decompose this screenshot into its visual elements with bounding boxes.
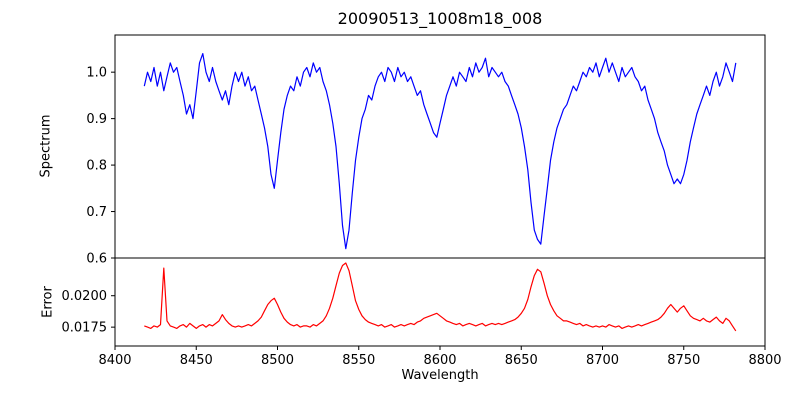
y-axis-label-spectrum: Spectrum (38, 114, 54, 178)
spectrum-y-tick-label: 0.8 (86, 159, 107, 174)
spectrum-y-tick-label: 0.7 (86, 205, 107, 220)
spectrum-y-tick-label: 1.0 (86, 66, 107, 81)
error-y-tick-label: 0.0200 (62, 289, 108, 304)
error-y-tick-label: 0.0175 (62, 321, 108, 336)
x-tick-label: 8800 (748, 353, 781, 368)
chart-title: 20090513_1008m18_008 (337, 9, 543, 28)
x-tick-label: 8400 (98, 353, 131, 368)
spectrum-y-tick-label: 0.9 (86, 112, 107, 127)
x-tick-label: 8600 (423, 353, 456, 368)
y-axis-label-error: Error (40, 286, 56, 318)
x-tick-label: 8550 (342, 353, 375, 368)
x-tick-label: 8450 (180, 353, 213, 368)
spectrum-y-tick-label: 0.6 (86, 252, 107, 267)
spectrum-line (143, 52, 737, 250)
x-axis-label: Wavelength (401, 368, 479, 383)
x-tick-label: 8700 (586, 353, 619, 368)
x-tick-label: 8750 (667, 353, 700, 368)
x-tick-label: 8500 (261, 353, 294, 368)
error-panel (114, 257, 766, 347)
error-line (144, 262, 737, 332)
x-tick-label: 8650 (505, 353, 538, 368)
